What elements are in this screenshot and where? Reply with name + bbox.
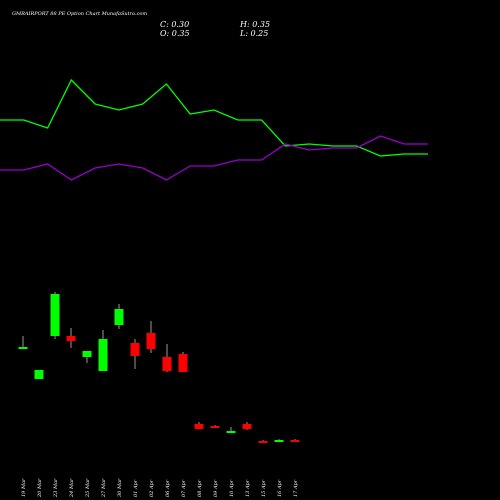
- x-tick-label: 09 Apr: [213, 479, 219, 497]
- high-label: H: 0.35: [239, 20, 270, 29]
- candle: [18, 336, 28, 349]
- candle: [82, 351, 92, 363]
- chart-title: GMRAIRPORT 88 PE Option Chart MunafaSutr…: [12, 11, 147, 17]
- candle-body: [242, 424, 252, 429]
- candle: [226, 427, 236, 433]
- x-tick-label: 20 Mar: [37, 478, 43, 498]
- candle: [162, 344, 172, 372]
- candle: [258, 440, 268, 443]
- candle: [242, 422, 252, 430]
- candle-body: [146, 333, 156, 349]
- candle-body: [114, 309, 124, 325]
- x-tick-label: 25 Mar: [85, 478, 91, 498]
- candle: [194, 422, 204, 429]
- indicator-panel: [0, 78, 428, 181]
- x-tick-label: 30 Mar: [117, 478, 123, 497]
- x-tick-label: 01 Apr: [133, 479, 139, 497]
- candle-body: [258, 441, 268, 443]
- x-tick-label: 16 Apr: [277, 479, 283, 497]
- x-tick-label: 02 Apr: [149, 479, 155, 497]
- candle-body: [290, 440, 300, 442]
- candle: [274, 439, 284, 442]
- x-axis: 19 Mar 20 Mar 23 Mar 24 Mar 25 Mar 27 Mar 30 M…: [21, 478, 299, 498]
- candle: [66, 328, 76, 348]
- candle: [98, 330, 108, 371]
- candle-body: [34, 370, 44, 379]
- open-label: O: 0.35: [160, 29, 190, 38]
- candle: [114, 304, 124, 329]
- close-label: C: 0.30: [160, 20, 189, 29]
- x-tick-label: 19 Mar: [21, 478, 27, 497]
- candle-body: [178, 354, 188, 372]
- candle-body: [98, 339, 108, 371]
- x-tick-label: 24 Mar: [69, 478, 75, 498]
- candle-body: [210, 426, 220, 428]
- candle: [50, 292, 60, 339]
- x-tick-label: 06 Apr: [165, 479, 171, 497]
- x-tick-label: 13 Apr: [245, 479, 251, 497]
- indicator-line-green: [0, 78, 428, 157]
- x-tick-label: 17 Apr: [293, 479, 299, 497]
- candle: [210, 425, 220, 428]
- candle-body: [194, 424, 204, 429]
- candlestick-panel: [18, 292, 300, 443]
- x-tick-label: 08 Apr: [197, 479, 203, 497]
- candle: [178, 352, 188, 372]
- candle-body: [82, 351, 92, 357]
- candle-body: [66, 336, 76, 341]
- candle-body: [274, 440, 284, 442]
- x-tick-label: 27 Mar: [101, 478, 107, 498]
- x-tick-label: 10 Apr: [229, 479, 235, 497]
- low-label: L: 0.25: [239, 29, 268, 38]
- candle: [290, 439, 300, 442]
- x-tick-label: 07 Apr: [181, 479, 187, 497]
- candle: [130, 339, 140, 369]
- x-tick-label: 15 Apr: [261, 479, 267, 497]
- indicator-line-purple: [0, 135, 428, 181]
- candle: [146, 321, 156, 353]
- candle-body: [18, 347, 28, 349]
- x-tick-label: 23 Mar: [53, 478, 59, 498]
- candle-body: [130, 343, 140, 356]
- candle-body: [162, 357, 172, 371]
- candle-body: [226, 431, 236, 433]
- candle-body: [50, 294, 60, 336]
- candle: [34, 370, 44, 379]
